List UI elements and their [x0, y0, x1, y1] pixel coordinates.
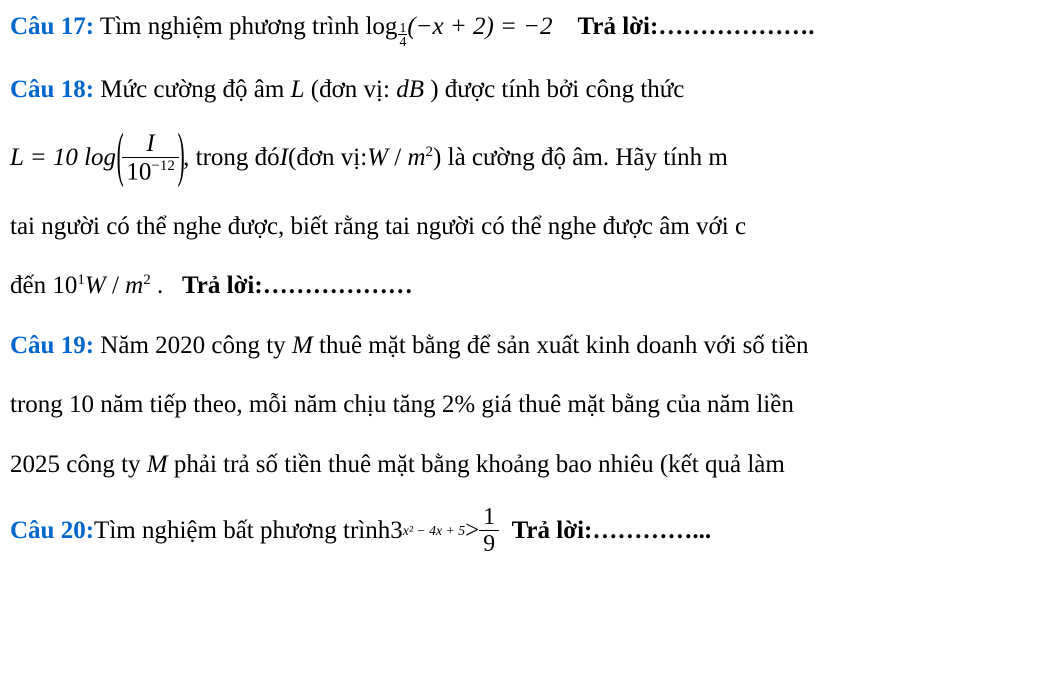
q18-frac-den: 10−12 [122, 158, 178, 186]
q18-l4a: đến [10, 272, 52, 299]
q19-l1a: Năm 2020 công ty [94, 332, 292, 359]
q18-frac-den-exp: −12 [151, 158, 174, 174]
question-18-line4: đến 101W / m2 . Trả lời:……………… [10, 267, 1038, 305]
q20-dots: …………... [592, 512, 711, 550]
q20-gap [499, 512, 512, 550]
q17-text-a: Tìm nghiệm phương trình [94, 13, 365, 40]
rparen-icon: ) [177, 126, 184, 186]
q18-l1c: ) được tính bởi công thức [424, 76, 684, 103]
q18-final-unit: 101W / m2 [52, 272, 150, 299]
q18-m: m [407, 144, 425, 171]
q18-l2c: ) là cường độ âm. Hãy tính m [433, 139, 728, 177]
q20-gt: > [465, 512, 479, 550]
question-18-formula-line: L = 10 log ( I 10−12 ) , trong đó I (đơn… [10, 131, 1038, 186]
q18-ten: 10 [52, 272, 77, 299]
q18-fraction: I 10−12 [122, 131, 178, 186]
q18-l4b: . [151, 272, 182, 299]
q17-log-base: 14 [398, 21, 407, 50]
q20-label: Câu 20: [10, 512, 94, 550]
q19-M1: M [292, 332, 313, 359]
q18-slash: / [388, 144, 407, 171]
question-19-line1: Câu 19: Năm 2020 công ty M thuê mặt bằng… [10, 327, 1038, 365]
q18-formula-lhs: L = 10 log [10, 139, 116, 177]
question-19-line3: 2025 công ty M phải trả số tiền thuê mặt… [10, 446, 1038, 484]
q18-frac-num: I [122, 131, 178, 158]
q18-m2-exp: 2 [143, 272, 151, 288]
q17-log-word: log [365, 13, 397, 40]
question-18-line3: tai người có thể nghe được, biết rằng ta… [10, 208, 1038, 246]
q18-unit-Wm2: W / m2 [367, 139, 433, 177]
q20-inequality: 3x² − 4x + 5 > 19 [390, 505, 499, 557]
q17-dots: ………………. [658, 13, 814, 40]
q18-m2: m [125, 272, 143, 299]
q17-label: Câu 17: [10, 13, 94, 40]
q17-sub-den: 4 [398, 35, 407, 49]
q20-frac-num: 1 [479, 505, 499, 531]
q17-equation: log14(−x + 2) = −2 [365, 13, 552, 40]
q17-gap [553, 13, 578, 40]
q17-arg: (−x + 2) = −2 [407, 13, 552, 40]
q20-fraction: 19 [479, 505, 499, 557]
q19-M2: M [147, 451, 168, 478]
q18-ten-exp: 1 [77, 272, 85, 288]
q17-sub-num: 1 [398, 21, 407, 36]
q20-base: 3 [390, 512, 403, 550]
q19-l1b: thuê mặt bằng để sản xuất kinh doanh với… [313, 332, 809, 359]
q19-l3b: phải trả số tiền thuê mặt bằng khoảng ba… [168, 451, 785, 478]
q18-I: I [280, 139, 288, 177]
q18-l1b: (đơn vị: [305, 76, 397, 103]
q18-dots: ……………… [263, 272, 413, 299]
q18-frac-den-base: 10 [126, 158, 151, 185]
q18-l2b: (đơn vị: [288, 139, 367, 177]
q17-answer-label: Trả lời: [578, 13, 659, 40]
question-18-line1: Câu 18: Mức cường độ âm L (đơn vị: dB ) … [10, 71, 1038, 109]
question-17: Câu 17: Tìm nghiệm phương trình log14(−x… [10, 8, 1038, 49]
q18-m-exp: 2 [426, 144, 434, 160]
q18-answer-label: Trả lời: [182, 272, 263, 299]
q20-frac-den: 9 [479, 531, 499, 557]
q18-l2a: , trong đó [183, 139, 280, 177]
question-19-line2: trong 10 năm tiếp theo, mỗi năm chịu tăn… [10, 386, 1038, 424]
q19-label: Câu 19: [10, 332, 94, 359]
lparen-icon: ( [117, 126, 124, 186]
question-20: Câu 20: Tìm nghiệm bất phương trình 3x² … [10, 505, 1038, 557]
q20-exp: x² − 4x + 5 [403, 521, 465, 542]
q20-answer-label: Trả lời: [512, 512, 593, 550]
q18-W2: W [85, 272, 106, 299]
q19-l3a: 2025 công ty [10, 451, 147, 478]
q18-l1a: Mức cường độ âm [94, 76, 291, 103]
q18-slash2: / [106, 272, 125, 299]
q18-dB: dB [396, 76, 424, 103]
q18-W: W [367, 144, 388, 171]
q18-L: L [291, 76, 305, 103]
q18-label: Câu 18: [10, 76, 94, 103]
q20-text-a: Tìm nghiệm bất phương trình [94, 512, 390, 550]
